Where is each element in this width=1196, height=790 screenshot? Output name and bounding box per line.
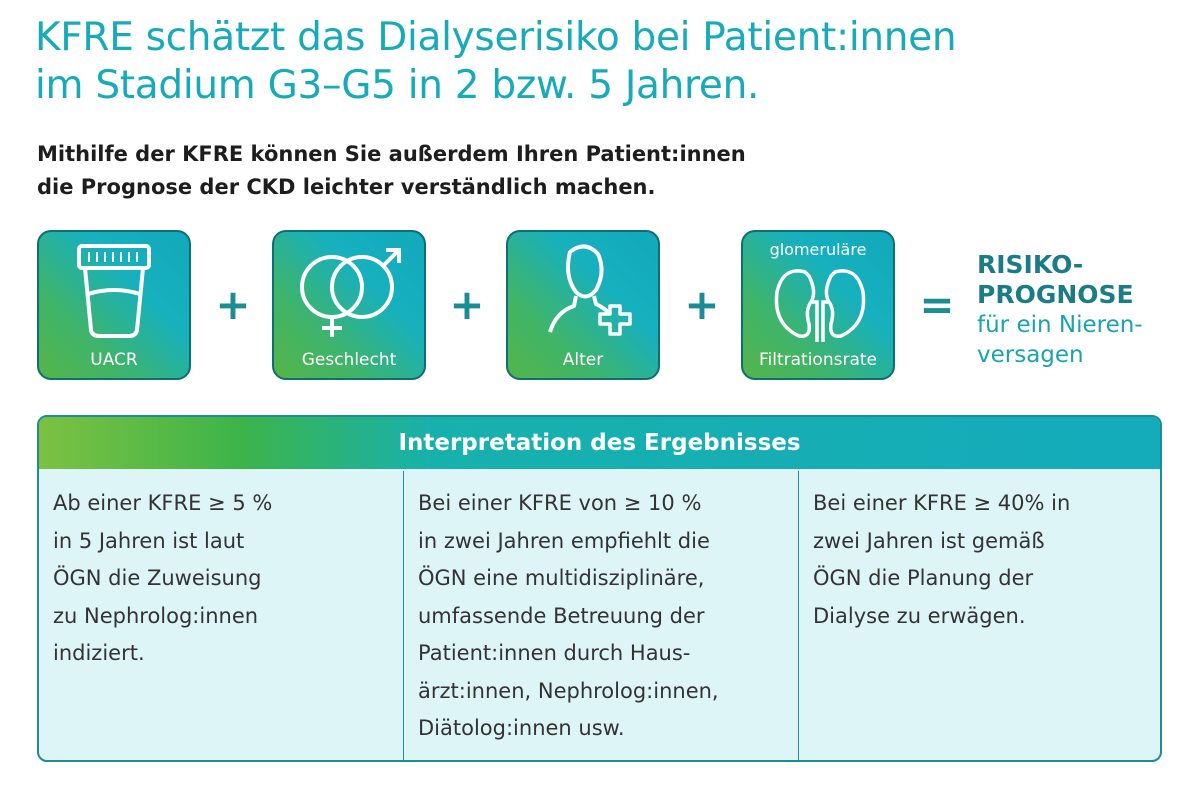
operator: + — [215, 280, 251, 329]
cup-icon — [77, 244, 151, 338]
table-cell: Bei einer KFRE ≥ 40% in zwei Jahren ist g… — [798, 471, 1160, 760]
cell-line: indiziert. — [53, 641, 145, 665]
result-heading: RISIKO- — [977, 250, 1084, 279]
subtitle: Mithilfe der KFRE können Sie außerdem Ih… — [37, 138, 746, 204]
factor-label: Filtrationsrate — [758, 350, 877, 370]
cell-line: ÖGN eine multidisziplinäre, — [418, 566, 705, 590]
cell-line: Bei einer KFRE von ≥ 10 % — [418, 491, 702, 515]
factor-tile: UACR — [37, 230, 191, 380]
factor-label: Alter — [562, 350, 604, 370]
factor-tile: Geschlecht — [272, 230, 426, 380]
result-text: versagen — [977, 342, 1084, 368]
cell-line: Bei einer KFRE ≥ 40% in — [813, 491, 1071, 515]
cell-line: ÖGN die Planung der — [813, 566, 1034, 590]
cell-line: in zwei Jahren empfiehlt die — [418, 528, 710, 553]
subtitle-line: Mithilfe der KFRE können Sie außerdem Ih… — [37, 142, 746, 166]
cell-line: ÖGN die Zuweisung — [53, 566, 262, 590]
cell-line: Patient:innen durch Haus- — [418, 641, 691, 665]
operator: = — [919, 280, 955, 329]
title-line: KFRE schätzt das Dialyserisiko bei Patie… — [35, 15, 957, 60]
factor-label: UACR — [90, 350, 138, 370]
factor-label: Geschlecht — [301, 350, 397, 370]
age-icon — [548, 244, 632, 336]
table-cell: Bei einer KFRE von ≥ 10 % in zwei Jahren … — [403, 471, 798, 760]
subtitle-line: die Prognose der CKD leichter verständli… — [37, 175, 656, 199]
factor-top-label: glomeruläre — [769, 240, 867, 259]
result: RISIKO- PROGNOSE für ein Nieren- versage… — [977, 250, 1143, 370]
cell-line: Ab einer KFRE ≥ 5 % — [53, 491, 273, 515]
cell-line: in 5 Jahren ist laut — [53, 528, 245, 553]
result-heading: PROGNOSE — [977, 280, 1134, 309]
table-cell: Ab einer KFRE ≥ 5 % in 5 Jahren ist laut Ö… — [39, 471, 403, 760]
factor-tile: glomeruläre Filtrationsrate — [741, 230, 895, 380]
title-line: im Stadium G3–G5 in 2 bzw. 5 Jahren. — [35, 63, 760, 108]
gender-icon — [300, 248, 401, 337]
factor-tile: Alter — [506, 230, 660, 380]
cell-line: Dialyse zu erwägen. — [813, 603, 1026, 628]
cell-line: ärzt:innen, Nephrolog:innen, — [418, 678, 719, 703]
cell-line: zu Nephrolog:innen — [53, 603, 259, 628]
cell-line: umfassende Betreuung der — [418, 603, 705, 628]
operator: + — [449, 280, 485, 329]
operator: + — [684, 280, 720, 329]
result-text: für ein Nieren- — [977, 312, 1143, 338]
kidney-icon — [774, 269, 866, 342]
title: KFRE schätzt das Dialyserisiko bei Patie… — [35, 14, 957, 110]
cell-line: zwei Jahren ist gemäß — [813, 528, 1045, 553]
table-header: Interpretation des Ergebnisses — [39, 417, 1160, 469]
cell-line: Diätolog:innen usw. — [418, 716, 625, 740]
interpretation-table: Interpretation des Ergebnisses Ab einer … — [37, 415, 1162, 762]
